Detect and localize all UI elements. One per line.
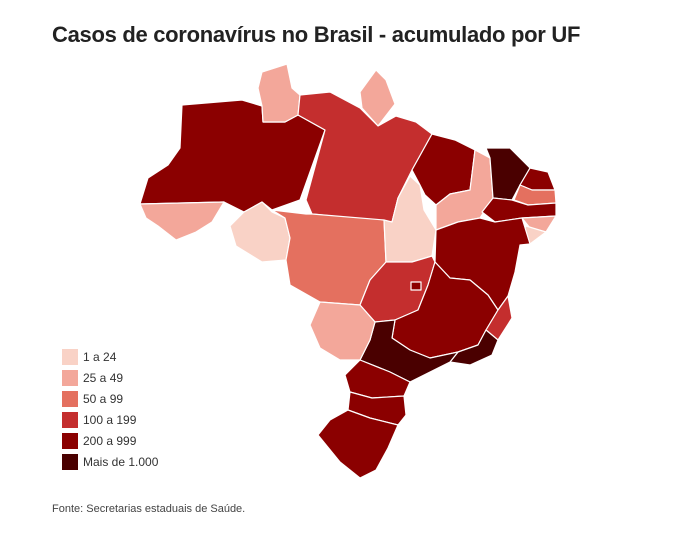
legend-swatch [62, 432, 78, 449]
legend-label: Mais de 1.000 [83, 454, 159, 469]
legend-label: 100 a 199 [83, 412, 137, 427]
state-ce [485, 147, 531, 201]
map-title: Casos de coronavírus no Brasil - acumula… [52, 22, 581, 47]
legend-item: 25 a 49 [62, 367, 158, 388]
state-es [485, 295, 513, 341]
state-ap [359, 69, 396, 127]
legend-item: 200 a 999 [62, 430, 158, 451]
source-note: Fonte: Secretarias estaduais de Saúde. [52, 503, 246, 515]
legend-item: 50 a 99 [62, 388, 158, 409]
state-ac [139, 201, 225, 241]
legend: 1 a 24 25 a 49 50 a 99 100 a 199 200 a 9… [62, 346, 158, 472]
legend-swatch [62, 390, 78, 407]
legend-swatch [62, 348, 78, 365]
legend-swatch [62, 369, 78, 386]
legend-item: Mais de 1.000 [62, 451, 158, 472]
state-rs [317, 409, 399, 479]
legend-item: 1 a 24 [62, 346, 158, 367]
state-rr [257, 63, 301, 123]
legend-item: 100 a 199 [62, 409, 158, 430]
legend-label: 25 a 49 [83, 370, 124, 385]
state-df [410, 281, 422, 291]
legend-label: 200 a 999 [83, 433, 137, 448]
legend-swatch [62, 453, 78, 470]
legend-swatch [62, 411, 78, 428]
legend-label: 1 a 24 [83, 349, 117, 364]
legend-label: 50 a 99 [83, 391, 124, 406]
state-am [139, 99, 326, 213]
